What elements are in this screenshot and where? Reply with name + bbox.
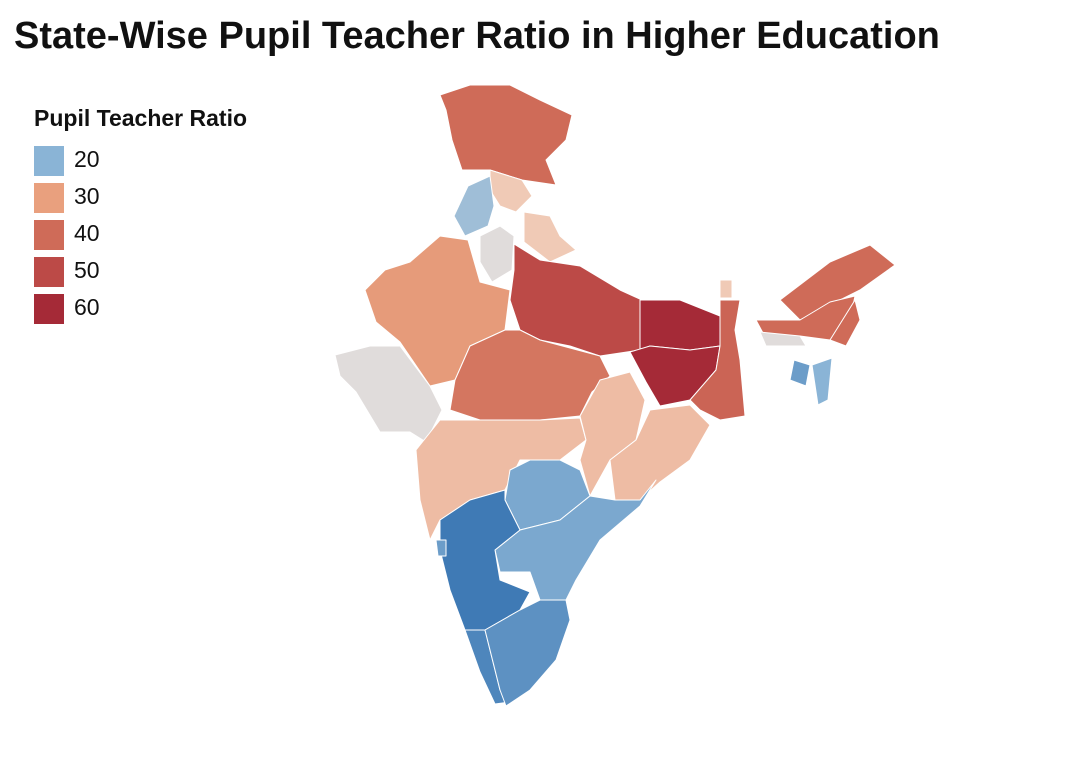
region bbox=[435, 539, 447, 557]
chart-title: State-Wise Pupil Teacher Ratio in Higher… bbox=[14, 15, 940, 57]
legend-title: Pupil Teacher Ratio bbox=[34, 105, 247, 131]
region bbox=[811, 357, 833, 406]
region bbox=[453, 175, 495, 237]
legend-swatch bbox=[34, 257, 64, 287]
legend-swatch bbox=[34, 220, 64, 250]
region bbox=[449, 329, 611, 421]
legend-label: 60 bbox=[74, 294, 100, 320]
region bbox=[759, 331, 807, 347]
region bbox=[439, 489, 531, 631]
region bbox=[829, 299, 861, 347]
region bbox=[639, 299, 721, 351]
region bbox=[479, 225, 515, 283]
legend-swatch bbox=[34, 146, 64, 176]
legend: 20 30 40 50 60 bbox=[34, 146, 100, 324]
legend-label: 40 bbox=[74, 220, 100, 246]
region bbox=[789, 359, 811, 387]
region bbox=[719, 279, 733, 299]
legend-label: 20 bbox=[74, 146, 100, 172]
legend-label: 50 bbox=[74, 257, 100, 283]
region bbox=[439, 84, 573, 186]
region bbox=[484, 599, 571, 707]
region bbox=[523, 211, 577, 263]
region bbox=[689, 299, 746, 421]
region bbox=[494, 479, 657, 601]
map bbox=[334, 84, 896, 707]
legend-swatch bbox=[34, 294, 64, 324]
legend-label: 30 bbox=[74, 183, 100, 209]
region bbox=[364, 235, 511, 387]
legend-swatch bbox=[34, 183, 64, 213]
